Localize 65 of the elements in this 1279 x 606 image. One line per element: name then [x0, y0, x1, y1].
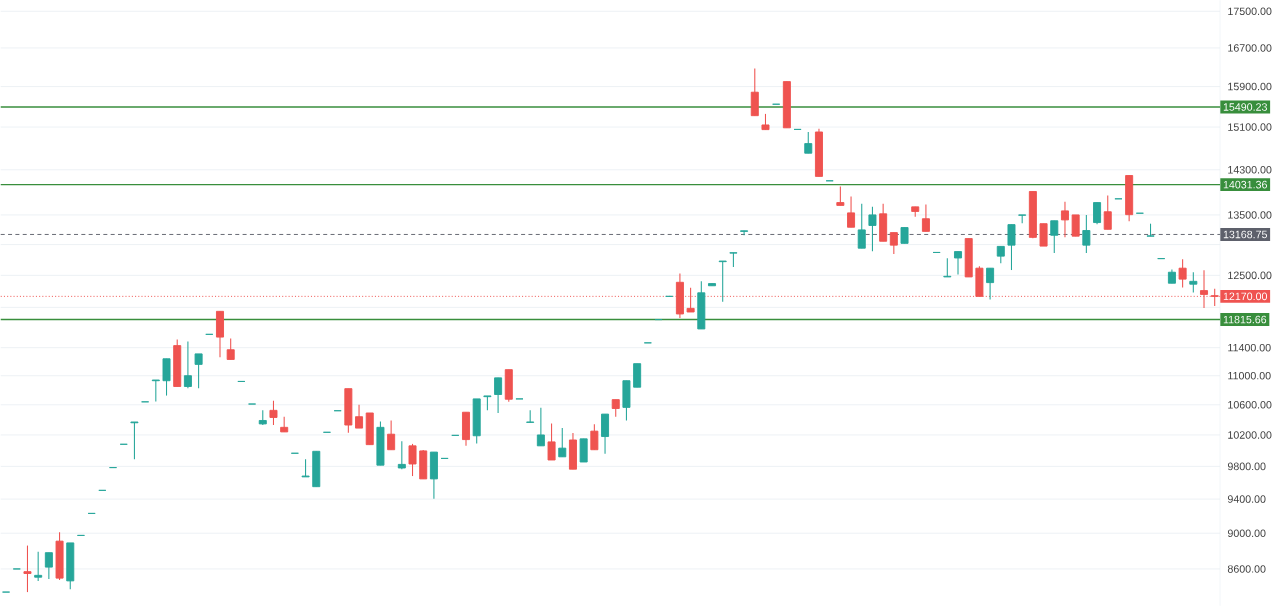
candlestick — [1060, 201, 1069, 238]
y-tick-label: 16700.00 — [1228, 44, 1272, 52]
candlestick — [718, 260, 727, 303]
candlestick — [130, 421, 139, 460]
candlestick — [943, 257, 952, 278]
y-tick-label: 15100.00 — [1228, 123, 1272, 131]
candlestick — [269, 400, 278, 426]
candlestick — [836, 185, 845, 206]
candlestick — [387, 419, 396, 451]
candlestick — [547, 422, 556, 461]
candlestick — [408, 443, 417, 477]
y-tick-label: 8600.00 — [1227, 565, 1266, 573]
y-tick-label: 11400.00 — [1228, 343, 1271, 352]
candlestick — [1189, 271, 1198, 293]
y-tick-label: 10600.00 — [1228, 400, 1272, 409]
candlestick — [954, 250, 963, 275]
candlestick — [1007, 223, 1016, 271]
ref-line-label: 12170.00 — [1223, 292, 1268, 301]
y-tick-label: 14300.00 — [1228, 165, 1272, 174]
candlestick — [355, 404, 364, 429]
candlestick — [601, 413, 610, 455]
y-tick-label: 9000.00 — [1227, 529, 1266, 537]
y-tick-label: 13500.00 — [1228, 211, 1272, 219]
candlestick — [847, 195, 856, 228]
candlestick — [162, 358, 171, 397]
candlestick — [1093, 201, 1102, 225]
candlestick — [1050, 220, 1059, 254]
candlestick — [804, 131, 813, 154]
candlestick — [1071, 214, 1080, 237]
y-tick-label: 11000.00 — [1228, 371, 1271, 380]
candlestick — [397, 440, 406, 470]
y-tick-label: 12500.00 — [1228, 271, 1272, 280]
candlestick — [44, 552, 53, 580]
candlestick — [1103, 194, 1112, 230]
ref-line-label: 11815.66 — [1223, 315, 1267, 324]
candlestick — [889, 231, 898, 255]
candlestick — [183, 340, 192, 389]
y-tick-label: 9800.00 — [1227, 462, 1266, 471]
ref-line-label: 13168.75 — [1223, 230, 1267, 239]
y-tick-label: 15900.00 — [1228, 82, 1272, 91]
candlestick — [194, 353, 203, 389]
candlestick — [579, 438, 588, 463]
ref-line-label: 15490.23 — [1223, 103, 1267, 111]
candlestick — [226, 337, 235, 360]
candlestick — [750, 67, 759, 117]
candlestick — [34, 551, 43, 582]
candlestick — [868, 206, 877, 252]
y-tick-label: 10200.00 — [1228, 431, 1272, 439]
candlestick — [986, 267, 995, 301]
candlestick — [633, 363, 642, 388]
candlestick — [558, 427, 567, 458]
candlestick — [921, 203, 930, 232]
candlestick — [1178, 258, 1187, 288]
candlestick — [1039, 223, 1048, 247]
ref-line-label: 14031.36 — [1223, 180, 1267, 189]
candlestick — [536, 407, 545, 447]
candlestick — [590, 423, 599, 451]
candlestick — [494, 377, 503, 414]
y-tick-label: 17500.00 — [1228, 7, 1272, 15]
candlestick — [151, 379, 160, 402]
candlestick — [23, 544, 32, 593]
candlestick — [740, 230, 749, 236]
candlestick — [857, 203, 866, 249]
y-tick-label: 9400.00 — [1227, 495, 1266, 503]
candlestick — [1082, 214, 1091, 254]
